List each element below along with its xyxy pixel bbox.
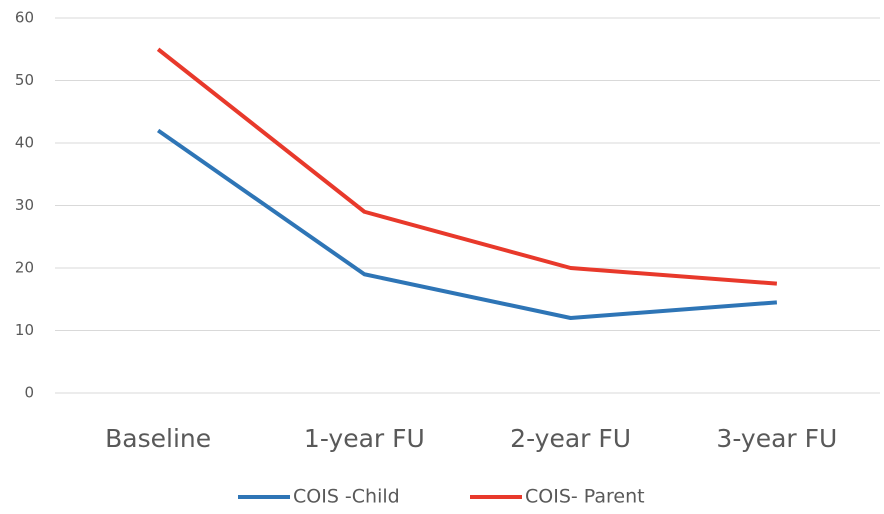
y-tick-label: 20: [15, 259, 34, 277]
y-tick-label: 10: [15, 321, 34, 339]
x-tick-label: 1-year FU: [304, 424, 425, 453]
data-line: [156, 47, 778, 286]
y-tick-label: 0: [24, 384, 34, 402]
y-tick-label: 60: [15, 9, 34, 27]
y-tick-label: 40: [15, 134, 34, 152]
data-line: [156, 128, 778, 320]
y-tick-label: 30: [15, 196, 34, 214]
x-tick-label: Baseline: [105, 424, 211, 453]
x-tick-label: 2-year FU: [510, 424, 631, 453]
legend-label: COIS -Child: [293, 486, 400, 508]
x-tick-label: 3-year FU: [716, 424, 837, 453]
y-tick-label: 50: [15, 71, 34, 89]
legend-label: COIS- Parent: [525, 486, 645, 508]
